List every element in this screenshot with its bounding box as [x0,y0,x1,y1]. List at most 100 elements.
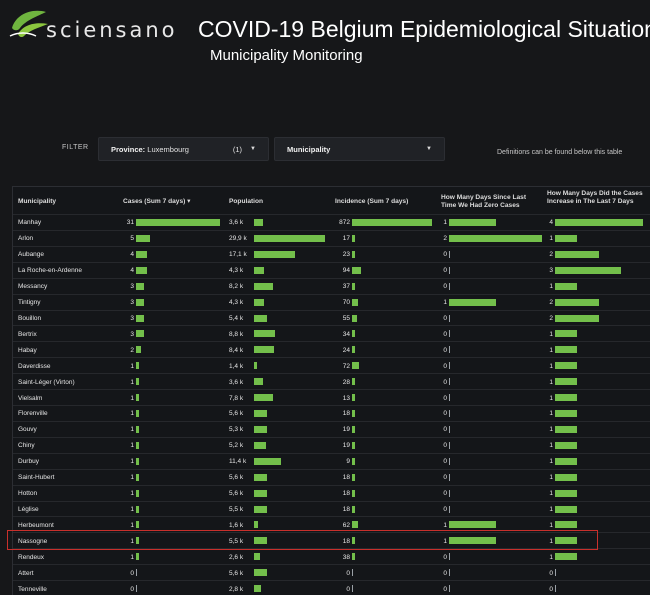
incidence-value: 0 [346,585,350,593]
table-row[interactable]: Nassogne 1 5,5 k 18 1 1 [13,532,650,548]
days-since-zero-bar [449,410,450,418]
population-bar [254,266,265,274]
days-increase-value: 1 [549,490,553,498]
incidence-bar [352,314,358,322]
table-row[interactable]: Saint-Léger (Virton) 1 3,6 k 28 0 1 [13,373,650,389]
cases-bar [136,569,137,577]
days-increase-bar [555,378,577,386]
table-row[interactable]: Arlon 5 29,9 k 17 2 1 [13,229,650,246]
table-row[interactable]: Chiny 1 5,2 k 19 0 1 [13,436,650,453]
days-increase-bar [555,234,577,242]
days-increase-bar [555,346,577,354]
table-row[interactable]: Vielsalm 1 7,8 k 13 0 1 [13,389,650,405]
table-row[interactable]: Bertrix 3 8,8 k 34 0 1 [13,325,650,341]
column-header-days-increase[interactable]: How Many Days Did the Cases Increase in … [547,190,643,205]
table-row[interactable]: Daverdisse 1 1,4 k 72 0 1 [13,357,650,373]
cases-value: 1 [130,474,134,482]
municipality-name: Manhay [18,219,42,227]
cases-bar [136,219,220,226]
province-dropdown[interactable]: Province: Luxembourg (1) ▼ [98,137,269,161]
days-increase-value: 1 [549,474,553,482]
municipality-dropdown[interactable]: Municipality ▼ [274,137,445,161]
municipality-name: Bouillon [18,314,42,322]
days-since-zero-bar [449,234,542,242]
chevron-down-icon: ▼ [426,146,432,152]
province-selected-count: (1) [232,144,243,154]
table-row[interactable]: Léglise 1 5,5 k 18 0 1 [13,500,650,517]
population-bar [254,219,263,226]
municipality-name: Saint-Léger (Virton) [18,378,75,386]
days-increase-bar [555,441,577,449]
incidence-bar [352,553,356,561]
incidence-bar [352,266,361,274]
days-increase-bar [555,298,599,306]
column-header-municipality[interactable]: Municipality [18,198,57,205]
days-since-zero-bar [449,282,450,290]
days-since-zero-bar [449,441,450,449]
days-increase-bar [555,489,577,497]
sort-desc-icon: ▾ [187,198,191,205]
municipality-name: Tenneville [18,585,47,593]
table-row[interactable]: Rendeux 1 2,6 k 38 0 1 [13,548,650,564]
days-since-zero-bar [449,473,450,481]
days-since-zero-bar [449,425,450,433]
table-header: Municipality Cases (Sum 7 days) ▾ Popula… [13,187,650,214]
days-since-zero-bar [449,330,450,338]
population-value: 4,3 k [229,299,244,307]
days-increase-value: 1 [549,521,553,529]
days-increase-value: 3 [549,267,553,275]
incidence-bar [352,298,359,306]
table-row[interactable]: Gouvy 1 5,3 k 19 0 1 [13,420,650,437]
table-row[interactable]: Manhay 31 3,6 k 872 1 4 [13,214,650,230]
days-increase-bar [555,330,577,338]
table-row[interactable]: Habay 2 8,4 k 24 0 1 [13,341,650,357]
cases-bar [136,378,139,386]
column-header-days-since-zero[interactable]: How Many Days Since Last Time We Had Zer… [441,194,527,209]
column-header-incidence[interactable]: Incidence (Sum 7 days) [335,198,409,205]
municipality-name: Léglise [18,505,39,513]
table-row[interactable]: Tintigny 3 4,3 k 70 1 2 [13,293,650,310]
incidence-bar [352,362,359,370]
cases-bar [136,298,145,306]
cases-value: 1 [130,553,134,561]
table-row[interactable]: Saint-Hubert 1 5,6 k 18 0 1 [13,468,650,485]
days-since-zero-bar [449,457,450,465]
cases-value: 31 [126,219,134,227]
incidence-value: 23 [342,251,350,259]
incidence-value: 38 [342,553,350,561]
table-row[interactable]: Florenville 1 5,6 k 18 0 1 [13,405,650,421]
municipality-table: Municipality Cases (Sum 7 days) ▾ Popula… [12,186,650,595]
incidence-bar [352,410,355,418]
days-increase-value: 2 [549,314,553,322]
cases-value: 4 [130,267,134,275]
days-increase-bar [555,250,599,258]
province-key: Province: [111,144,146,154]
population-value: 2,8 k [229,585,244,593]
population-value: 1,4 k [229,362,244,370]
cases-value: 2 [130,346,134,354]
incidence-value: 18 [342,537,350,545]
days-since-zero-value: 0 [443,569,447,577]
population-bar [254,585,261,593]
table-row[interactable]: La Roche-en-Ardenne 4 4,3 k 94 0 3 [13,261,650,278]
table-row[interactable]: Bouillon 3 5,4 k 55 0 2 [13,309,650,326]
table-row[interactable]: Messancy 3 8,2 k 37 0 1 [13,277,650,294]
days-since-zero-bar [449,553,450,561]
cases-value: 1 [130,537,134,545]
table-row[interactable]: Aubange 4 17,1 k 23 0 2 [13,245,650,262]
table-row[interactable]: Durbuy 1 11,4 k 9 0 1 [13,452,650,469]
table-row[interactable]: Attert 0 5,6 k 0 0 0 [13,564,650,580]
table-row[interactable]: Tenneville 0 2,8 k 0 0 0 [13,580,650,595]
municipality-name: Tintigny [18,299,41,307]
incidence-bar [352,394,355,402]
cases-value: 1 [130,362,134,370]
table-row[interactable]: Hotton 1 5,6 k 18 0 1 [13,484,650,501]
column-header-population[interactable]: Population [229,198,264,205]
incidence-value: 28 [342,378,350,386]
days-since-zero-bar [449,314,450,322]
days-increase-bar [555,410,577,418]
cases-bar [136,425,139,433]
column-header-cases[interactable]: Cases (Sum 7 days) ▾ [123,198,190,206]
table-row[interactable]: Herbeumont 1 1,6 k 62 1 1 [13,516,650,532]
cases-value: 1 [130,378,134,386]
